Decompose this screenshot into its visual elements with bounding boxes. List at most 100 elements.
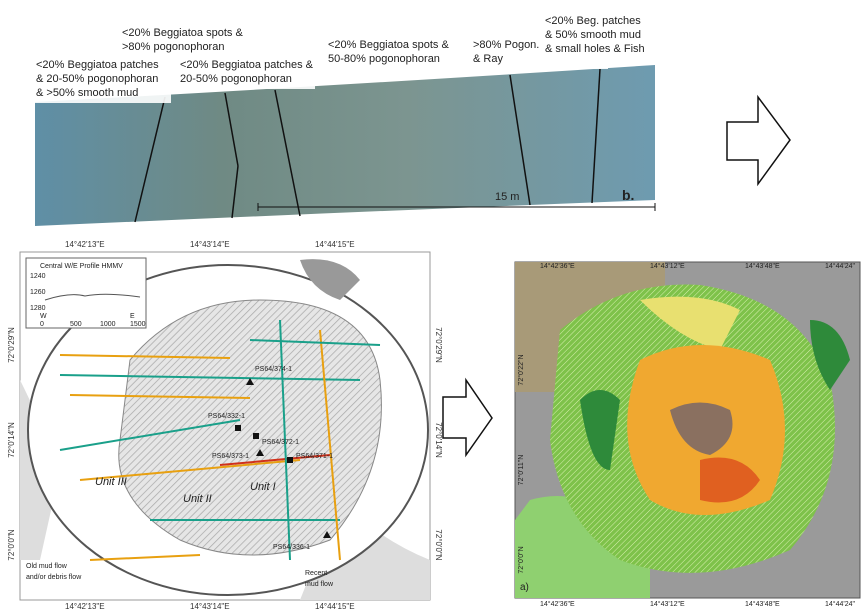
photo-mosaic <box>35 65 655 226</box>
top-coord: 14°44'24" <box>825 262 855 270</box>
label-box <box>177 57 315 89</box>
shape <box>246 378 254 385</box>
top-coord: 14°43'48"E <box>745 262 780 270</box>
left-coord: 72°0'14"N <box>7 422 16 458</box>
zone-label: & small holes & Fish <box>545 43 645 55</box>
flow-note: Old mud flow <box>26 563 68 570</box>
zone-labels: <20% Beggiatoa patches & 20-50% pogonopho… <box>33 13 680 103</box>
center <box>670 402 733 455</box>
shape <box>256 449 264 456</box>
label-box <box>542 13 680 59</box>
inset-y-tick: 1260 <box>30 289 46 296</box>
shape <box>249 339 381 346</box>
dark-green <box>580 390 620 470</box>
zone-label: 20-50% pogonophoran <box>180 73 292 85</box>
flow-note: mud flow <box>305 581 334 588</box>
shape <box>224 92 239 167</box>
right-coord: 72°0'14"N <box>434 422 443 458</box>
shape <box>323 531 331 538</box>
inset-frame <box>25 257 147 329</box>
inset-y-tick: 1240 <box>30 273 46 280</box>
station-markers <box>235 378 331 538</box>
panel-label: a) <box>520 582 529 593</box>
unit-label: Unit I <box>250 481 276 493</box>
top-coord: 14°44'15"E <box>315 240 355 249</box>
zone-label: & >50% smooth mud <box>36 87 138 99</box>
inset-y-tick: 1280 <box>30 305 46 312</box>
bottom-coord: 14°44'15"E <box>315 602 355 611</box>
station-label: PS64/372-1 <box>262 439 299 446</box>
zone-borders <box>134 68 601 223</box>
shape <box>231 165 239 219</box>
top-coord: 14°43'14"E <box>190 240 230 249</box>
zone-label: 50-80% pogonophoran <box>328 53 440 65</box>
left-map: Central W/E Profile HMMV W E 1240 1260 128… <box>7 240 443 611</box>
station-label: PS64/332-1 <box>208 413 245 420</box>
left-coord: 72°0'0"N <box>517 546 525 573</box>
shape <box>219 454 331 466</box>
inset-x-tick: 0 <box>40 321 44 328</box>
zone-label: & 20-50% pogonophoran <box>36 73 158 85</box>
shape <box>274 89 301 217</box>
zone-label: <20% Beg. patches <box>545 15 641 27</box>
zone-label: <20% Beggiatoa spots & <box>328 39 449 51</box>
shape <box>59 419 241 451</box>
shape <box>69 394 251 399</box>
label-box <box>325 37 463 69</box>
left-coord: 72°0'22"N <box>517 354 525 385</box>
zone-label: & 50% smooth mud <box>545 29 641 41</box>
unit-label: Unit III <box>95 476 127 488</box>
station-label: PS64/336-1 <box>273 544 310 551</box>
station-label: PS64/371-1 <box>296 453 333 460</box>
left-coord: 72°0'29"N <box>7 327 16 363</box>
inset-title: Central W/E Profile HMMV <box>40 263 123 270</box>
bottom-coord: 14°44'24" <box>825 600 855 608</box>
yellow-area <box>640 296 740 350</box>
inset-x-tick: 1000 <box>100 321 116 328</box>
bottom-coord: 14°42'13"E <box>65 602 105 611</box>
gray-patch <box>300 259 360 300</box>
right-map: a) 14°42'36"E 14°42'36"E 14°43'12"E 14°43'1… <box>514 261 861 608</box>
zone-label: >80% pogonophoran <box>122 41 224 53</box>
shape <box>89 554 201 561</box>
seafloor-strip: 15 m b. <box>35 65 656 226</box>
zone-label: & Ray <box>473 53 503 65</box>
shape: 1240 1260 1280 0 500 1000 1500 <box>30 273 146 328</box>
bottom-coord: 14°43'12"E <box>650 600 685 608</box>
shape: 14°42'13"E 14°42'13"E 14°43'14"E 14°43'14"E… <box>7 240 443 611</box>
shape <box>279 319 291 561</box>
scale-label: 15 m <box>495 191 519 203</box>
shape <box>253 433 259 439</box>
left-coord: 72°0'11"N <box>517 455 525 486</box>
shape <box>319 329 341 561</box>
red-area <box>700 457 760 503</box>
top-coord: 14°43'12"E <box>650 262 685 270</box>
arrow <box>442 377 493 458</box>
arrows <box>442 94 791 458</box>
shape <box>59 374 361 381</box>
inset-east: E <box>130 313 135 320</box>
panel-label: b. <box>622 187 634 203</box>
top-coord: 14°42'36"E <box>540 262 575 270</box>
transects <box>59 319 381 561</box>
shape <box>59 354 231 359</box>
label-box <box>33 57 171 103</box>
flow-note: Recent <box>305 570 327 577</box>
zone-label: >80% Pogon. <box>473 39 539 51</box>
right-coord: 72°0'29"N <box>434 327 443 363</box>
zone-label: <20% Beggiatoa patches <box>36 59 159 71</box>
station-label: PS64/373-1 <box>212 453 249 460</box>
zone-label: <20% Beggiatoa spots & <box>122 27 243 39</box>
shape <box>79 459 301 481</box>
zone-label: <20% Beggiatoa patches & <box>180 59 314 71</box>
inset-profile <box>44 293 141 301</box>
dark-green <box>810 320 850 390</box>
top-coord: 14°42'13"E <box>65 240 105 249</box>
unit-area <box>118 299 382 556</box>
label-box <box>119 25 257 57</box>
arrow <box>726 94 791 187</box>
station-label: PS64/374-1 <box>255 366 292 373</box>
right-coord: 72°0'0"N <box>434 529 443 560</box>
inset-x-tick: 500 <box>70 321 82 328</box>
